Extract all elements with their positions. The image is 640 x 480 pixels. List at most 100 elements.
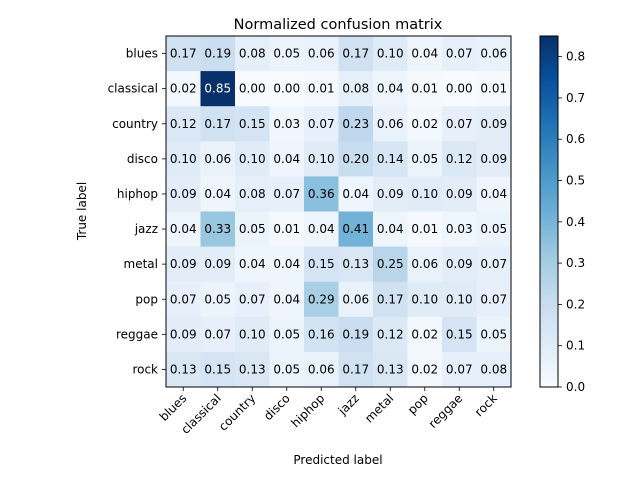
cell-value-label: 0.08 xyxy=(480,362,507,376)
cell-value-label: 0.13 xyxy=(377,362,404,376)
heatmap-cell xyxy=(200,71,236,107)
heatmap-cell xyxy=(338,141,374,177)
cell-value-label: 0.05 xyxy=(239,222,266,236)
cell-value-label: 0.14 xyxy=(377,152,404,166)
heatmap-cell xyxy=(269,141,305,177)
heatmap-cell xyxy=(442,246,477,283)
cell-value-label: 0.01 xyxy=(308,82,335,96)
heatmap-cell xyxy=(476,36,512,72)
heatmap-cell xyxy=(166,71,201,107)
heatmap-cell xyxy=(200,211,236,248)
colorbar-tick-label: 0.4 xyxy=(566,215,585,229)
heatmap-cell xyxy=(407,246,443,283)
heatmap-cell xyxy=(442,141,477,177)
cell-value-label: 0.04 xyxy=(239,257,266,271)
cell-value-label: 0.05 xyxy=(411,152,438,166)
x-tick-label: jazz xyxy=(335,391,362,418)
y-tick-label: disco xyxy=(127,152,158,166)
heatmap-cell xyxy=(373,36,408,72)
cell-value-label: 0.01 xyxy=(411,222,438,236)
cell-value-label: 0.09 xyxy=(446,187,473,201)
cell-value-label: 0.00 xyxy=(446,82,473,96)
cell-value-label: 0.02 xyxy=(411,362,438,376)
heatmap-cell xyxy=(166,281,201,318)
x-tick-label: country xyxy=(216,391,258,433)
heatmap-cell xyxy=(304,36,339,72)
cell-value-label: 0.29 xyxy=(308,292,335,306)
cell-value-label: 0.05 xyxy=(273,327,300,341)
y-tick-label: metal xyxy=(124,257,158,271)
x-tick-label: pop xyxy=(405,391,431,417)
heatmap-cell xyxy=(338,36,374,72)
heatmap-cell xyxy=(166,351,201,388)
heatmap-cell xyxy=(304,176,339,212)
y-tick-label: reggae xyxy=(116,327,158,341)
heatmap-cell xyxy=(200,246,236,283)
cell-value-label: 0.04 xyxy=(411,47,438,61)
heatmap-cell xyxy=(269,281,305,318)
x-tick-label: rock xyxy=(472,391,500,419)
y-axis-ticks: blues classical country disco hiphop jazz meta… xyxy=(108,47,166,376)
cell-value-label: 0.01 xyxy=(480,82,507,96)
heatmap-cell xyxy=(442,316,477,353)
heatmap-cell xyxy=(166,211,201,248)
cell-value-label: 0.07 xyxy=(239,292,266,306)
cell-value-label: 0.12 xyxy=(446,152,473,166)
heatmap-cell xyxy=(442,106,477,142)
cell-value-label: 0.06 xyxy=(308,47,335,61)
y-axis-label: True label xyxy=(75,182,89,241)
cell-value-label: 0.33 xyxy=(204,222,231,236)
heatmap-cell xyxy=(235,106,270,142)
heatmap-cell xyxy=(269,316,305,353)
heatmap-cell xyxy=(200,106,236,142)
heatmap-cell xyxy=(476,176,512,212)
y-tick-label: hiphop xyxy=(117,187,158,201)
cell-value-label: 0.10 xyxy=(446,292,473,306)
heatmap-cell xyxy=(235,36,270,72)
colorbar-tick-label: 0.1 xyxy=(566,339,585,353)
cell-value-label: 0.07 xyxy=(308,117,335,131)
heatmap-cell xyxy=(373,141,408,177)
heatmap-cell xyxy=(269,106,305,142)
cell-value-label: 0.13 xyxy=(342,257,369,271)
cell-value-label: 0.09 xyxy=(446,257,473,271)
y-tick-label: jazz xyxy=(134,222,158,236)
heatmap-cell-labels: 0.17 0.19 0.08 0.05 0.06 0.17 0.10 0.04 0.07 0.06… xyxy=(170,47,507,377)
colorbar-tick-label: 0.5 xyxy=(566,174,585,188)
colorbar-ticks: 0.0 0.1 0.2 0.3 0.4 0.5 0.6 0.7 0.8 xyxy=(558,50,585,394)
heatmap-cell xyxy=(476,246,512,283)
cell-value-label: 0.17 xyxy=(342,47,369,61)
heatmap-cell xyxy=(304,71,339,107)
heatmap-cell xyxy=(200,176,236,212)
cell-value-label: 0.10 xyxy=(239,327,266,341)
cell-value-label: 0.13 xyxy=(239,362,266,376)
y-tick-label: country xyxy=(112,117,158,131)
heatmap-cell xyxy=(235,281,270,318)
heatmap-cell xyxy=(407,36,443,72)
heatmap-cell xyxy=(476,351,512,388)
cell-value-label: 0.07 xyxy=(204,327,231,341)
heatmap-cell xyxy=(166,36,201,72)
heatmap-cell xyxy=(407,106,443,142)
heatmap-cell xyxy=(373,211,408,248)
heatmap-cell xyxy=(269,211,305,248)
cell-value-label: 0.05 xyxy=(480,327,507,341)
heatmap-cell xyxy=(373,351,408,388)
heatmap-cell xyxy=(166,246,201,283)
cell-value-label: 0.06 xyxy=(308,362,335,376)
heatmap-cell xyxy=(200,281,236,318)
cell-value-label: 0.07 xyxy=(446,47,473,61)
cell-value-label: 0.25 xyxy=(377,257,404,271)
cell-value-label: 0.09 xyxy=(377,187,404,201)
heatmap-cell xyxy=(476,211,512,248)
heatmap-cell xyxy=(304,211,339,248)
cell-value-label: 0.15 xyxy=(308,257,335,271)
cell-value-label: 0.02 xyxy=(170,82,197,96)
cell-value-label: 0.09 xyxy=(204,257,231,271)
heatmap-cell xyxy=(235,71,270,107)
cell-value-label: 0.08 xyxy=(342,82,369,96)
heatmap-cell xyxy=(304,141,339,177)
heatmap-cell xyxy=(304,246,339,283)
x-tick-label: hiphop xyxy=(288,391,327,430)
